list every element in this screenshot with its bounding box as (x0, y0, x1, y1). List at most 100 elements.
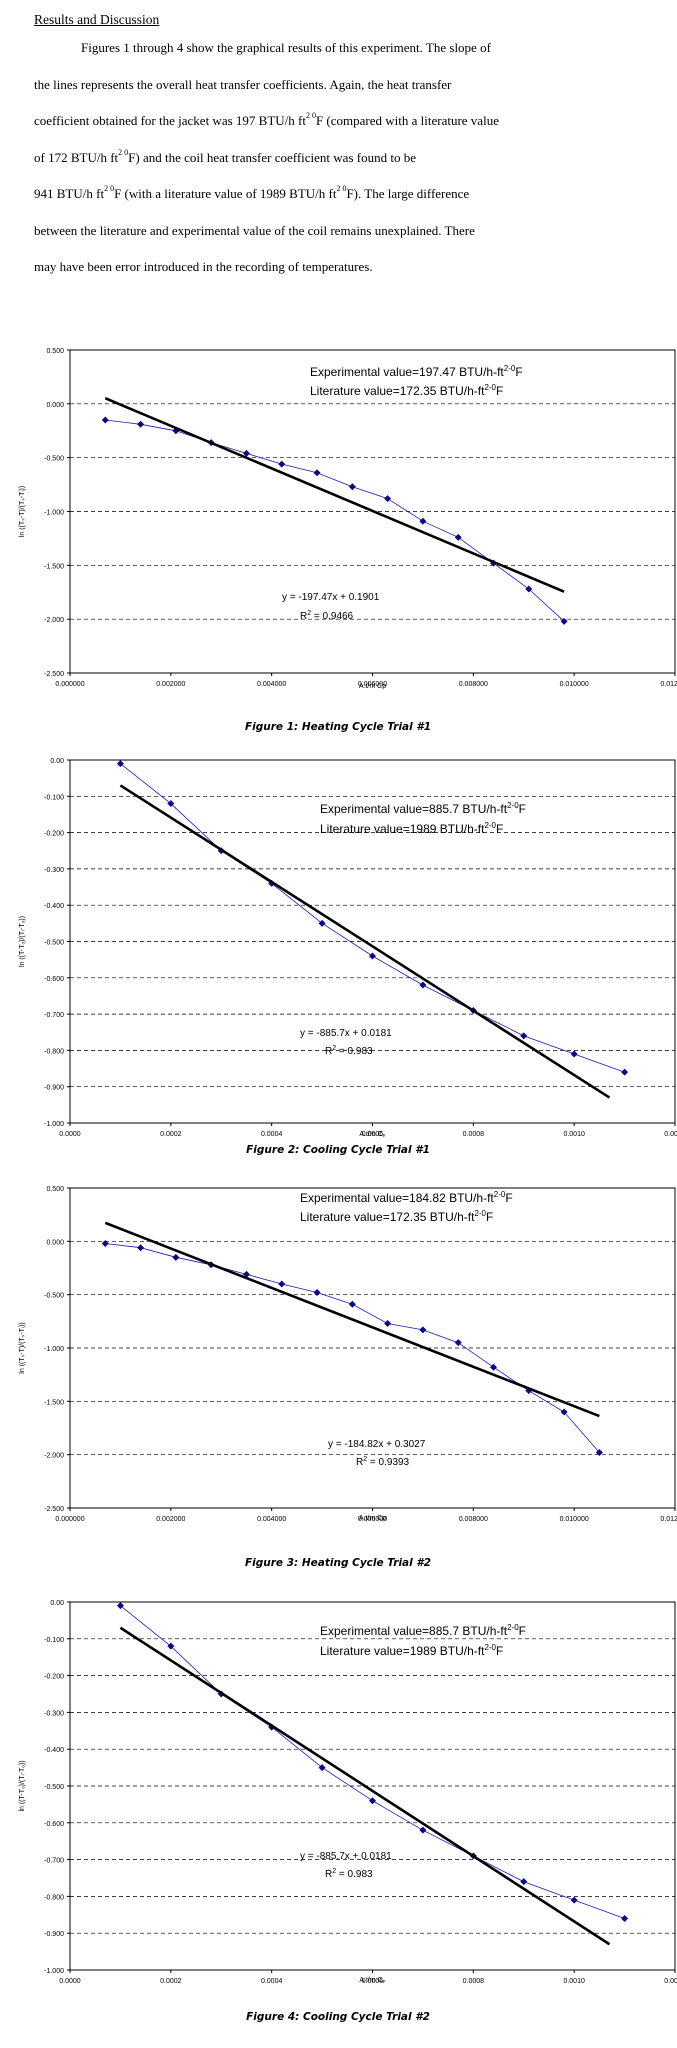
y-tick-label: -1.000 (44, 1121, 64, 1128)
data-point (570, 1050, 578, 1058)
data-point (278, 1280, 286, 1288)
data-point (384, 1319, 392, 1327)
data-point (454, 1339, 462, 1347)
x-axis-label: A.t/m Cₚ (359, 1131, 385, 1138)
data-point (621, 1914, 629, 1922)
annotation-unit: F (505, 1191, 512, 1205)
x-tick-label: 0.0000 (59, 1978, 81, 1985)
r-squared-exponent: 2 (332, 1868, 336, 1875)
y-tick-label: 0.500 (46, 348, 64, 355)
annotation-main: Experimental value=885.7 BTU/h-ft (320, 1624, 508, 1638)
data-point (384, 495, 392, 503)
y-tick-label: -0.500 (44, 1784, 64, 1791)
y-tick-label: -1.000 (44, 1968, 64, 1975)
text: F (compared with a literature value (315, 113, 499, 128)
data-point (419, 981, 427, 989)
paragraph-line: may have been error introduced in the re… (34, 259, 634, 296)
x-tick-label: 0.002000 (156, 1516, 185, 1523)
y-tick-label: -0.100 (44, 794, 64, 801)
data-point (525, 1387, 533, 1395)
x-tick-label: 0.004000 (257, 681, 286, 688)
r-squared-symbol: R (325, 1869, 332, 1880)
paragraph-line: between the literature and experimental … (34, 223, 634, 260)
x-tick-label: 0.006000 (358, 1516, 387, 1523)
r-squared-exponent: 2 (307, 610, 311, 617)
data-point (137, 1244, 145, 1252)
text: between the literature and experimental … (34, 222, 475, 238)
x-tick-label: 0.0006 (362, 1131, 384, 1138)
x-tick-label: 0.010000 (560, 1516, 589, 1523)
trendline-equation: y = -184.82x + 0.3027 (328, 1439, 426, 1450)
x-tick-label: 0.010000 (560, 681, 589, 688)
annotation-superscript: 2-0 (484, 1643, 496, 1652)
data-point (313, 469, 321, 477)
annotation-text: Literature value=172.35 BTU/h-ft2-0F (300, 1209, 493, 1224)
x-axis-label: A.t/m Cₚ (359, 1977, 385, 1984)
trendline (104, 397, 565, 593)
data-point (525, 585, 533, 593)
y-tick-label: -0.900 (44, 1931, 64, 1938)
x-tick-label: 0.0000 (59, 1131, 81, 1138)
figure-1-chart: 0.500 0.000 -0.500 -1.000 -1.500 -2.000 -2.500… (19, 348, 677, 733)
r-squared-value: = 0.9466 (311, 611, 353, 622)
annotation-text: Experimental value=885.7 BTU/h-ft2-0F (320, 1623, 526, 1638)
y-tick-label: 0.500 (46, 1186, 64, 1193)
r-squared-symbol: R (325, 1046, 332, 1057)
text: 941 BTU/h ft (34, 186, 105, 201)
trendline-equation: y = -885.7x + 0.0181 (300, 1851, 392, 1862)
x-tick-label: 0.002000 (156, 681, 185, 688)
annotation-main: Literature value=172.35 BTU/h-ft (300, 1210, 475, 1224)
annotation-text: Experimental value=197.47 BTU/h-ft2-0F (310, 364, 523, 379)
trendline-equation: y = -197.47x + 0.1901 (282, 592, 380, 603)
superscript: 2 0 (118, 147, 129, 157)
text: Figures 1 through 4 show the graphical r… (81, 40, 491, 55)
y-tick-label: -0.500 (44, 1293, 64, 1300)
text: may have been error introduced in the re… (34, 259, 373, 274)
x-tick-label: 0.008000 (459, 681, 488, 688)
paragraph-line: 941 BTU/h ft2 0F (with a literature valu… (34, 184, 634, 223)
r-squared-exponent: 2 (332, 1045, 336, 1052)
results-paragraph: Figures 1 through 4 show the graphical r… (34, 40, 634, 296)
paragraph-line: the lines represents the overall heat tr… (34, 77, 634, 114)
data-point (560, 1408, 568, 1416)
text: F) and the coil heat transfer coefficien… (128, 149, 416, 165)
data-point (595, 1449, 603, 1457)
data-point (318, 1764, 326, 1772)
text: the lines represents the overall heat tr… (34, 76, 452, 92)
x-tick-label: 0.0012 (664, 1978, 677, 1985)
x-tick-label: 0.0012 (664, 1131, 677, 1138)
x-tick-label: 0.0004 (261, 1131, 283, 1138)
y-tick-label: -1.500 (44, 563, 64, 570)
x-tick-label: 0.012000 (660, 1516, 677, 1523)
data-point (242, 1270, 250, 1278)
y-tick-label: -1.500 (44, 1399, 64, 1406)
data-point (520, 1032, 528, 1040)
x-tick-label: 0.0008 (463, 1131, 485, 1138)
y-tick-label: -0.300 (44, 867, 64, 874)
text: F). The large difference (346, 186, 470, 201)
x-tick-label: 0.0002 (160, 1131, 182, 1138)
figure-2-chart: 0.00 -0.100 -0.200 -0.300 -0.400 -0.500 -0.600… (19, 758, 677, 1156)
r-squared-value: = 0.983 (336, 1869, 373, 1880)
r-squared: R2 = 0.9466 (300, 610, 354, 622)
annotation-unit: F (515, 365, 522, 379)
x-tick-label: 0.000000 (55, 681, 84, 688)
data-point (116, 1602, 124, 1610)
r-squared: R2 = 0.983 (325, 1045, 373, 1057)
superscript: 2 0 (305, 111, 316, 120)
data-point (454, 533, 462, 541)
y-tick-label: -0.300 (44, 1710, 64, 1717)
trendline (119, 784, 611, 1099)
annotation-main: Experimental value=885.7 BTU/h-ft (320, 802, 508, 816)
x-tick-label: 0.0004 (261, 1978, 283, 1985)
annotation-superscript: 2-0 (484, 821, 496, 830)
y-axis-label: ln ((T-Tₒ)/(Tᵢ-Tₒ)) (19, 1760, 26, 1811)
r-squared: R2 = 0.983 (325, 1868, 373, 1880)
r-squared-value: = 0.983 (336, 1046, 373, 1057)
data-point (570, 1896, 578, 1904)
y-tick-label: 0.000 (46, 1239, 64, 1246)
y-tick-label: -1.000 (44, 510, 64, 517)
data-point (560, 617, 568, 625)
annotation-superscript: 2-0 (504, 364, 516, 373)
annotation-unit: F (519, 802, 526, 816)
